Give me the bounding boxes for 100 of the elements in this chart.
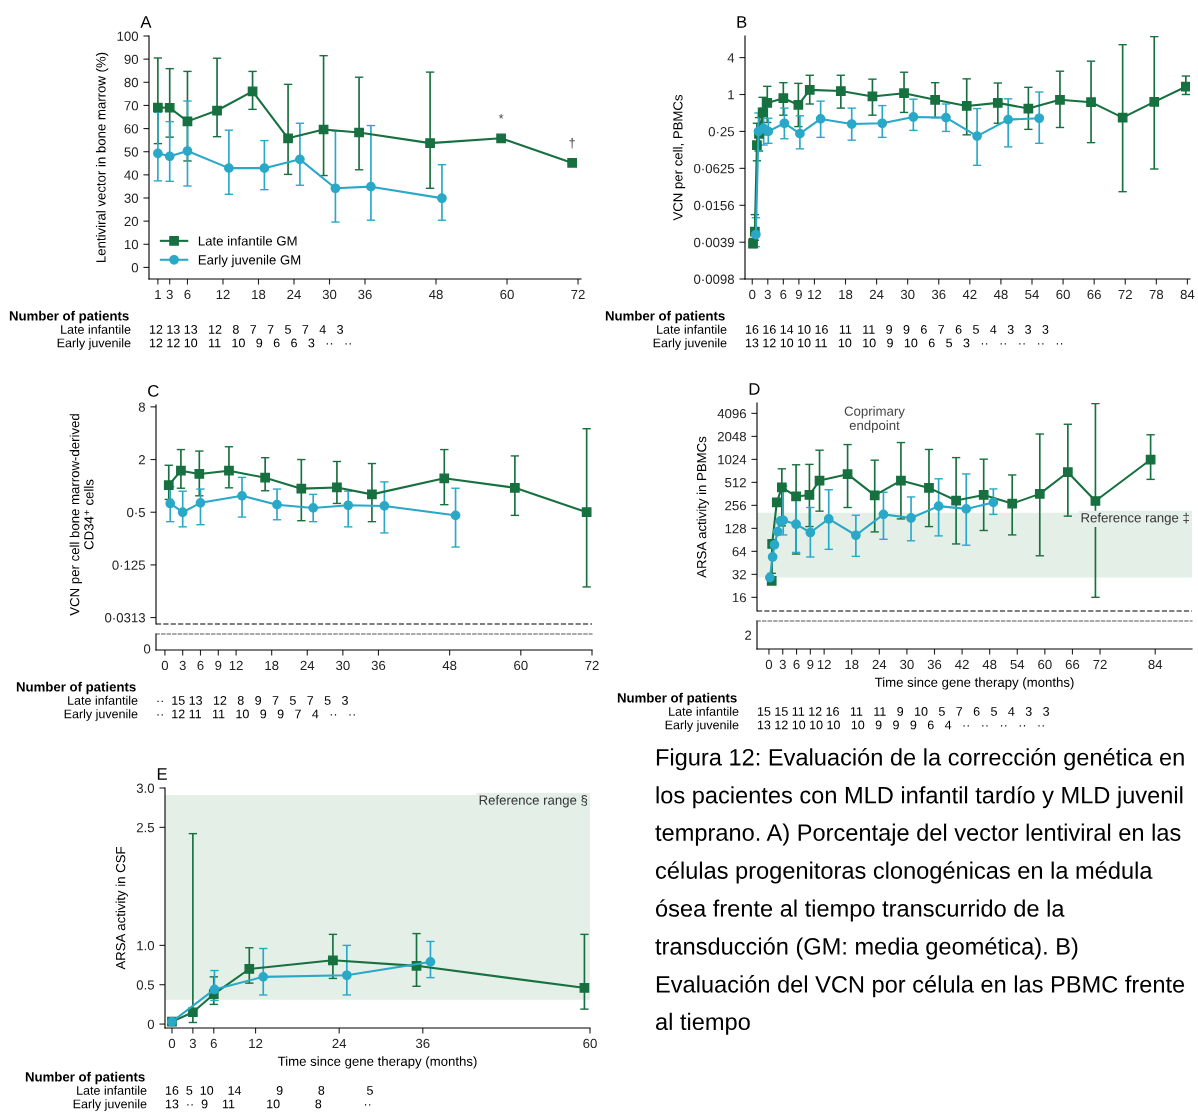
x-tick-label: 24: [872, 659, 887, 669]
chart-title: D: [749, 383, 760, 395]
x-tick-label: 84: [1180, 289, 1195, 300]
x-tick-label: 30: [336, 660, 350, 671]
text: Late infantile: [61, 324, 131, 334]
y-tick-label: 0·0313: [105, 613, 146, 623]
x-tick-label: 9: [807, 659, 814, 670]
text: Early juvenile: [653, 338, 727, 350]
x-tick-label: 48: [442, 660, 457, 671]
x-tick-label: 6: [184, 289, 191, 300]
x-tick-label: 36: [415, 1038, 430, 1049]
y-tick-label: 0: [147, 1019, 155, 1029]
text: Number of patients: [617, 692, 737, 706]
y-tick-label: 0·0098: [694, 274, 735, 284]
x-tick-label: 3: [166, 289, 173, 300]
y-tick-label: 16: [732, 592, 746, 603]
band-label: Reference range ‡: [1081, 512, 1189, 526]
y-tick-label: 0·125: [112, 560, 146, 570]
x-tick-label: 0: [161, 660, 169, 671]
y-tick-label: 30: [124, 193, 139, 203]
text: 15 15 11 12 16 11 11 9 10 5 7 6 5 4 3 3: [757, 707, 1050, 716]
x-tick-label: 6: [210, 1038, 217, 1049]
text: 13 12 10 10 10 10 9 9 9 6 4 ·· ·· ·· ·· ··: [757, 720, 1044, 730]
x-tick-label: 66: [1065, 659, 1080, 670]
y-tick-label: 2: [138, 455, 145, 465]
text: 12 13 13 12 8 7 7 5 7 4 3: [149, 325, 344, 334]
x-tick-label: 12: [808, 289, 822, 299]
x-tick-label: 42: [955, 659, 969, 669]
y-tick-label: 90: [124, 54, 139, 65]
x-tick-label: 24: [287, 289, 301, 299]
annotation: Coprimary endpoint: [844, 406, 905, 433]
annotation: †: [569, 138, 575, 149]
x-tick-label: 36: [931, 289, 946, 300]
x-tick-label: 0: [765, 659, 773, 670]
y-tick-label: 32: [732, 569, 746, 580]
x-tick-label: 36: [358, 289, 372, 300]
y-axis-title: VCN per cell bone marrow-derived CD34⁺ cells: [69, 414, 94, 616]
text: Late infantile: [68, 695, 138, 705]
x-tick-label: 6: [197, 660, 204, 671]
band-label: Reference range §: [479, 795, 588, 808]
y-tick-label: 3.0: [136, 783, 155, 793]
x-tick-label: 54: [1025, 289, 1039, 300]
x-tick-label: 0: [749, 289, 756, 300]
x-tick-label: 30: [322, 289, 337, 300]
x-tick-label: 48: [428, 289, 443, 300]
y-axis-title: Lentiviral vector in bone marrow (%): [95, 52, 109, 263]
y-tick-label: 1: [728, 90, 734, 100]
y-tick-label: 70: [124, 101, 139, 111]
y-tick-label: 0: [131, 263, 139, 273]
y-tick-label: 20: [124, 216, 139, 227]
x-tick-label: 12: [817, 659, 831, 669]
text: Early juvenile: [665, 720, 739, 732]
y-tick-label: 4: [727, 53, 735, 63]
y-tick-label: 128: [725, 523, 747, 534]
x-tick-label: 12: [249, 1038, 263, 1048]
text: Number of patients: [605, 310, 725, 324]
text: Early juvenile: [57, 338, 131, 350]
text: Figura 12: Evaluación de la corrección genética en los pacientes con MLD infantil tardío y MLD juvenil temprano. A) Porcentaje del vector lentiviral en las células progenitoras clonogénicas en la médula ósea frente al tiempo transcurrido de la transducción (GM: media geomética). B) Evaluación del VCN por célula en las PBMC frente al tiempo: [655, 748, 1185, 1035]
x-tick-label: 60: [1038, 659, 1052, 670]
x-tick-label: 3: [779, 659, 786, 670]
x-tick-label: 66: [1087, 289, 1101, 300]
text: 12 12 10 11 10 9 6 6 3 ·· ··: [149, 338, 351, 348]
chart-title: E: [157, 768, 167, 780]
y-axis-title: ARSA activity in CSF: [115, 846, 128, 970]
x-axis-title: Time since gene therapy (months): [277, 1056, 477, 1069]
x-tick-label: 60: [514, 660, 528, 671]
x-tick-label: 18: [839, 289, 853, 300]
x-tick-label: 72: [585, 660, 599, 670]
x-tick-label: 12: [229, 660, 243, 670]
x-tick-label: 84: [1148, 659, 1163, 670]
text: Number of patients: [16, 681, 136, 695]
x-tick-label: 18: [252, 289, 266, 300]
y-tick-label: 0·0625: [694, 163, 735, 174]
annotation: *: [498, 113, 504, 119]
x-tick-label: 18: [265, 660, 279, 671]
x-tick-label: 60: [583, 1038, 597, 1049]
x-tick-label: 3: [179, 660, 186, 671]
text: ·· 15 13 12 8 9 7 5 7 5 3: [157, 696, 348, 705]
text: 13 12 10 10 11 10 10 9 10 6 5 3 ·· ·· ·· ·· ··: [745, 338, 1063, 348]
legend-label: Early juvenile GM: [198, 254, 301, 268]
text: 16 16 14 10 16 11 11 9 9 6 7 6 5 4 3 3 3: [745, 325, 1049, 334]
legend-label: Late infantile GM: [198, 235, 297, 246]
y-tick-label: 80: [124, 77, 139, 88]
y-tick-label: 100: [117, 31, 139, 41]
y-tick-label: 256: [725, 500, 747, 511]
x-tick-label: 36: [927, 659, 942, 670]
x-tick-label: 60: [500, 289, 514, 300]
x-tick-label: 24: [332, 1038, 347, 1048]
x-tick-label: 72: [1118, 289, 1132, 299]
chart-title: C: [148, 385, 159, 397]
x-axis-title: Time since gene therapy (months): [874, 677, 1074, 690]
y-tick-label: 10: [124, 239, 139, 250]
text: Number of patients: [25, 1071, 145, 1085]
x-tick-label: 3: [189, 1038, 196, 1049]
x-tick-label: 78: [1149, 289, 1164, 300]
y-axis-title: VCN per cell, PBMCs: [672, 94, 686, 221]
text: Number of patients: [9, 310, 129, 324]
x-tick-label: 30: [900, 659, 914, 670]
y-tick-label: 1.0: [137, 940, 155, 951]
x-tick-label: 72: [1093, 659, 1107, 669]
